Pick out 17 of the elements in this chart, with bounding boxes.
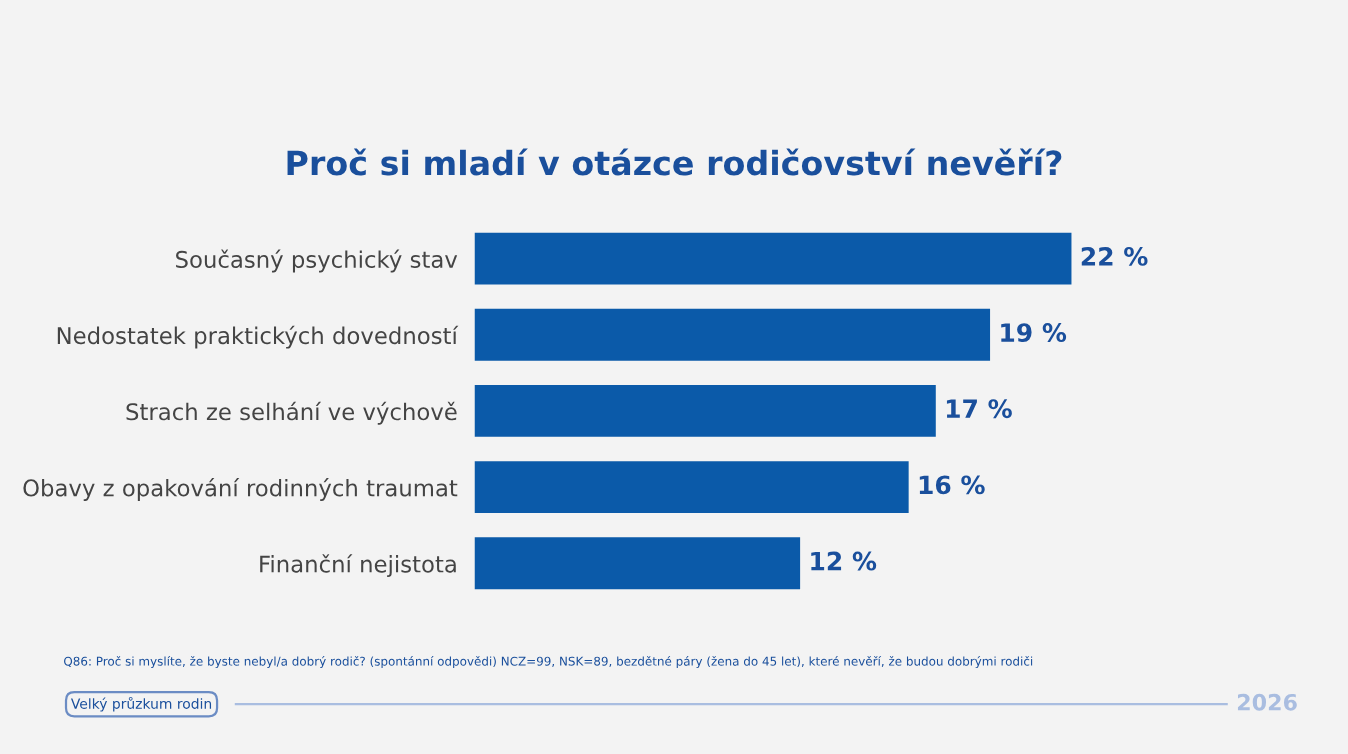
y-tick-label: Současný psychický stav [176, 249, 458, 273]
bar [474, 537, 801, 590]
text: 2026 [1237, 693, 1297, 711]
data-label: 12 % [811, 551, 877, 571]
bar [474, 385, 936, 437]
y-tick-label: Finanční nejistota [260, 554, 456, 578]
y-tick-label: Nedostatek praktických dovedností [57, 325, 459, 349]
bar [474, 461, 909, 513]
data-label: 19 % [1001, 323, 1067, 343]
chart-title: Proč si mladí v otázce rodičovství nevěří? [287, 148, 1062, 176]
data-label: 17 % [946, 399, 1012, 419]
data-label: 22 % [1081, 246, 1148, 266]
y-tick-label: Obavy z opakování rodinných traumat [23, 477, 458, 501]
y-tick-label: Strach ze selhání ve výchově [126, 401, 457, 425]
bar [474, 232, 1072, 285]
bar [474, 308, 991, 361]
data-label: 16 % [919, 475, 985, 495]
